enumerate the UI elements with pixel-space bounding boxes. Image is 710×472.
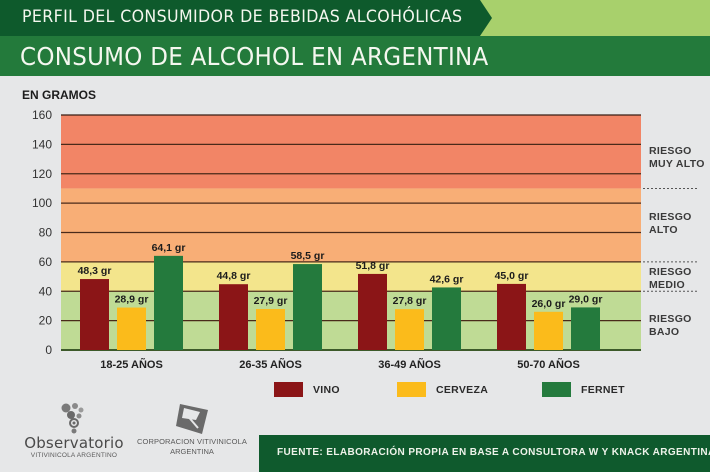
risk-label-line: RIESGO: [649, 211, 692, 223]
legend-label: FERNET: [581, 383, 625, 396]
x-tick-label: 36-49 AÑOS: [378, 358, 441, 371]
risk-zone-band: [61, 261, 641, 292]
page-title: CONSUMO DE ALCOHOL EN ARGENTINA: [20, 42, 489, 71]
bar-value-label: 29,0 gr: [569, 293, 603, 305]
bar-value-label: 48,3 gr: [78, 265, 112, 277]
legend-item-fernet: FERNET: [542, 382, 625, 397]
bar-cerveza: [117, 307, 146, 350]
bar-value-label: 64,1 gr: [152, 242, 186, 254]
bar-cerveza: [534, 311, 563, 350]
y-tick-label: 120: [32, 167, 52, 181]
legend-swatch-cerveza: [397, 382, 426, 397]
bar-value-label: 44,8 gr: [217, 270, 251, 282]
risk-label-alto: RIESGO ALTO: [649, 211, 692, 237]
corporacion-name-line1: CORPORACION VITIVINICOLA: [137, 437, 247, 446]
y-tick-label: 0: [45, 343, 52, 357]
bar-value-label: 45,0 gr: [495, 270, 529, 282]
risk-label-line: RIESGO: [649, 313, 692, 325]
bar-value-label: 58,5 gr: [291, 250, 325, 262]
bar-fernet: [154, 255, 183, 350]
corporacion-emblem-icon: [176, 404, 208, 434]
legend-item-vino: VINO: [274, 382, 340, 397]
supertitle-bar: PERFIL DEL CONSUMIDOR DE BEBIDAS ALCOHÓL…: [0, 0, 710, 36]
corporacion-name-line2: ARGENTINA: [170, 447, 214, 456]
legend-item-cerveza: CERVEZA: [397, 382, 488, 397]
risk-zone-band: [61, 188, 641, 262]
y-tick-label: 40: [39, 284, 53, 298]
observatorio-subtitle: VITIVINICOLA ARGENTINO: [30, 452, 118, 459]
y-axis-title: EN GRAMOS: [22, 88, 97, 102]
grape-cluster-icon: [61, 403, 84, 434]
bar-vino: [219, 284, 248, 350]
observatorio-logo: Observatorio VITIVINICOLA ARGENTINO: [24, 402, 124, 460]
corporacion-logo: CORPORACION VITIVINICOLA ARGENTINA: [132, 402, 252, 460]
y-tick-label: 160: [32, 108, 52, 122]
y-tick-label: 140: [32, 137, 52, 151]
legend-label: CERVEZA: [436, 383, 489, 396]
bar-value-label: 28,9 gr: [115, 294, 149, 306]
risk-label-line: MEDIO: [649, 279, 685, 291]
source-text: FUENTE: ELABORACIÓN PROPIA EN BASE A CON…: [277, 447, 710, 458]
x-tick-label: 26-35 AÑOS: [239, 358, 302, 371]
bar-vino: [358, 273, 387, 350]
y-tick-label: 20: [39, 314, 53, 328]
risk-label-muy-alto: RIESGO MUY ALTO: [649, 145, 705, 171]
bar-cerveza: [395, 309, 424, 350]
bar-value-label: 26,0 gr: [532, 298, 566, 310]
x-tick-label: 50-70 AÑOS: [517, 358, 580, 371]
risk-label-medio: RIESGO MEDIO: [649, 266, 692, 292]
risk-label-line: RIESGO: [649, 266, 692, 278]
bar-value-label: 27,8 gr: [393, 295, 427, 307]
source-footer: FUENTE: ELABORACIÓN PROPIA EN BASE A CON…: [259, 435, 710, 472]
supertitle-arrow-band: [0, 0, 492, 36]
bar-value-label: 42,6 gr: [430, 273, 464, 285]
risk-label-line: RIESGO: [649, 145, 692, 157]
legend-swatch-fernet: [542, 382, 571, 397]
y-tick-label: 80: [39, 226, 53, 240]
risk-zone-band: [61, 115, 641, 189]
observatorio-name: Observatorio: [24, 434, 124, 452]
risk-label-bajo: RIESGO BAJO: [649, 313, 692, 339]
bar-value-label: 51,8 gr: [356, 260, 390, 272]
bar-vino: [497, 283, 526, 350]
bar-fernet: [432, 287, 461, 350]
y-tick-label: 100: [32, 196, 52, 210]
y-tick-label: 60: [39, 255, 53, 269]
risk-label-line: BAJO: [649, 326, 680, 338]
bar-cerveza: [256, 309, 285, 350]
bar-fernet: [293, 264, 322, 350]
x-tick-label: 18-25 AÑOS: [100, 358, 163, 371]
legend-label: VINO: [313, 383, 340, 396]
risk-label-line: ALTO: [649, 224, 678, 236]
supertitle: PERFIL DEL CONSUMIDOR DE BEBIDAS ALCOHÓL…: [22, 7, 463, 27]
title-bar: CONSUMO DE ALCOHOL EN ARGENTINA: [0, 36, 710, 76]
bar-value-label: 27,9 gr: [254, 295, 288, 307]
bar-vino: [80, 279, 109, 350]
bar-fernet: [571, 307, 600, 350]
risk-label-line: MUY ALTO: [649, 158, 705, 170]
legend-swatch-vino: [274, 382, 303, 397]
